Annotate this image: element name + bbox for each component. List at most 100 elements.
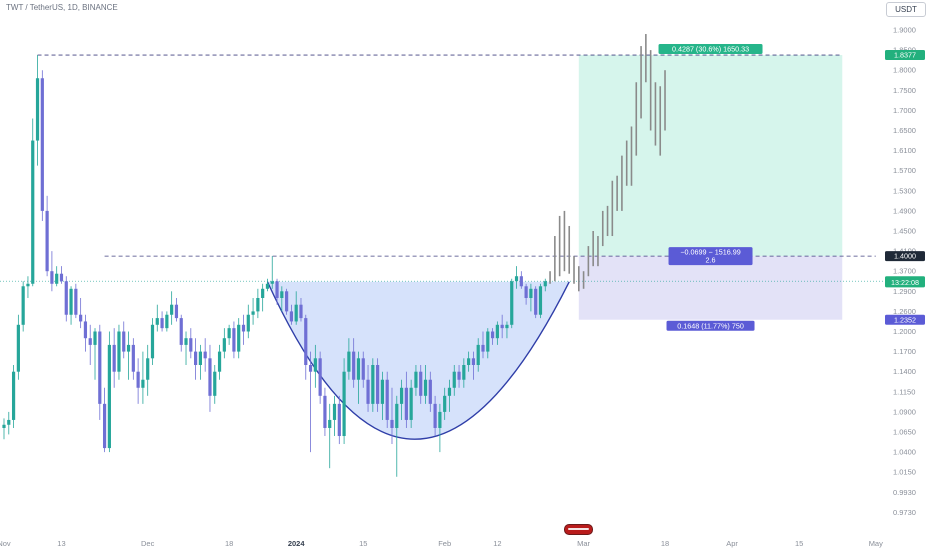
candle	[74, 288, 78, 315]
currency-button[interactable]: USDT	[886, 2, 926, 17]
y-tick-label: 1.0400	[893, 448, 916, 457]
candle	[198, 351, 202, 365]
projection-bars	[549, 34, 666, 292]
candle	[385, 379, 389, 420]
candle	[2, 424, 6, 428]
candle	[256, 298, 260, 312]
candle	[361, 358, 365, 380]
candle	[428, 379, 432, 404]
candle	[419, 371, 423, 396]
level-lines	[0, 54, 883, 282]
center-label-2: 2.6	[706, 256, 716, 265]
x-tick-label: 18	[225, 539, 233, 548]
center-label-1: −0.0699 − 1516.99	[680, 248, 740, 257]
y-tick-label: 1.2600	[893, 307, 916, 316]
x-tick-label: 15	[359, 539, 367, 548]
candle	[141, 379, 145, 388]
y-tick-label: 1.4900	[893, 206, 916, 215]
candle	[313, 358, 317, 372]
candle	[534, 288, 538, 315]
y-tick-label: 1.4500	[893, 227, 916, 236]
candle	[514, 276, 519, 282]
candle	[237, 324, 241, 352]
candle	[88, 338, 92, 345]
stop-label: 0.1648 (11.77%) 750	[677, 321, 744, 330]
candle	[294, 304, 298, 322]
y-axis: 1.90001.85001.80001.75001.70001.65001.61…	[885, 26, 925, 517]
candle	[165, 314, 169, 329]
y-tick-label: 1.6500	[893, 126, 916, 135]
candle	[471, 358, 476, 365]
y-tick-label: 0.9730	[893, 508, 916, 517]
candle	[380, 379, 385, 404]
x-tick-label: Nov	[0, 539, 11, 548]
candle	[102, 403, 107, 449]
candle	[404, 387, 408, 420]
x-tick-label: Mar	[577, 539, 590, 548]
candle	[150, 324, 155, 359]
candle	[467, 358, 471, 365]
candle	[131, 344, 135, 372]
candle	[98, 331, 102, 404]
y-tick-label: 1.0150	[893, 468, 916, 477]
y-tick-label: 0.9930	[893, 488, 916, 497]
candle	[495, 324, 499, 339]
candle	[160, 318, 164, 329]
candle	[189, 338, 193, 352]
price-badge-bg	[885, 251, 925, 262]
y-tick-label: 1.5300	[893, 186, 916, 195]
candle	[299, 304, 303, 319]
candle	[184, 338, 188, 345]
candle	[423, 379, 428, 396]
candle	[332, 403, 337, 420]
candle	[500, 324, 504, 329]
candle	[146, 358, 150, 380]
candle	[217, 351, 222, 372]
candle	[213, 371, 217, 396]
candle	[265, 283, 270, 289]
candle	[35, 78, 40, 141]
candle	[45, 210, 49, 272]
candle	[270, 281, 274, 284]
price-badge: 1.4000	[894, 252, 916, 261]
y-tick-label: 1.1400	[893, 367, 916, 376]
candle	[505, 324, 509, 329]
candle	[481, 344, 485, 352]
candle	[438, 411, 442, 428]
candle	[26, 283, 30, 287]
candle	[519, 276, 523, 287]
x-tick-label: 13	[57, 539, 65, 548]
candle	[457, 371, 461, 380]
x-tick-label: Dec	[141, 539, 155, 548]
candle	[452, 371, 456, 388]
candle	[275, 281, 279, 298]
center-label-bg	[668, 247, 753, 266]
candle	[342, 371, 346, 437]
y-tick-label: 1.4100	[893, 247, 916, 256]
candle	[112, 344, 116, 372]
x-tick-label: May	[869, 539, 883, 548]
candle	[155, 318, 159, 325]
candle	[203, 351, 207, 359]
y-tick-label: 1.7500	[893, 86, 916, 95]
cup-curve	[266, 281, 570, 440]
candle	[395, 403, 399, 428]
y-tick-label: 1.5700	[893, 166, 916, 175]
target-zone	[578, 55, 843, 257]
candle	[227, 328, 231, 339]
x-axis: Nov 13 Dec 18 2024 15 Feb 12 Mar 18 Apr 15 May	[0, 539, 883, 548]
candle	[399, 387, 404, 404]
candle	[21, 286, 25, 325]
candle	[443, 395, 447, 412]
candle	[462, 365, 466, 380]
candle	[69, 288, 73, 315]
candle	[64, 281, 68, 315]
candle	[174, 304, 179, 319]
candle	[83, 321, 88, 339]
candle	[222, 338, 226, 352]
y-tick-label: 1.2000	[893, 327, 916, 336]
target-label: 0.4287 (30.6%) 1650.33	[672, 45, 749, 54]
candle	[323, 395, 327, 428]
price-badge-bg	[885, 50, 925, 61]
